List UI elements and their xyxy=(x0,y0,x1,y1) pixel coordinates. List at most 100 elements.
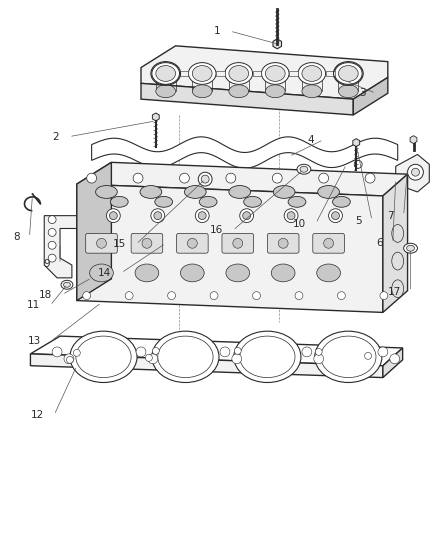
Polygon shape xyxy=(383,174,408,312)
Ellipse shape xyxy=(229,85,249,98)
Ellipse shape xyxy=(265,85,285,98)
Circle shape xyxy=(390,354,400,364)
Ellipse shape xyxy=(339,66,358,82)
Circle shape xyxy=(74,350,80,357)
Circle shape xyxy=(154,212,162,220)
Text: 4: 4 xyxy=(307,135,314,144)
Circle shape xyxy=(287,212,295,220)
Circle shape xyxy=(48,241,56,249)
Circle shape xyxy=(187,238,197,248)
Ellipse shape xyxy=(199,196,217,207)
Circle shape xyxy=(180,173,189,183)
Circle shape xyxy=(380,292,388,300)
Circle shape xyxy=(67,357,74,364)
Circle shape xyxy=(198,172,212,186)
Polygon shape xyxy=(92,137,398,168)
FancyBboxPatch shape xyxy=(267,233,299,253)
Ellipse shape xyxy=(392,280,404,297)
Circle shape xyxy=(148,354,158,364)
Circle shape xyxy=(142,238,152,248)
Circle shape xyxy=(136,347,146,357)
Polygon shape xyxy=(396,155,429,192)
Text: 5: 5 xyxy=(356,215,362,225)
Ellipse shape xyxy=(297,164,311,174)
Ellipse shape xyxy=(302,85,321,98)
Polygon shape xyxy=(410,136,417,143)
Circle shape xyxy=(314,354,324,364)
Ellipse shape xyxy=(261,62,289,84)
Circle shape xyxy=(365,173,375,183)
Circle shape xyxy=(48,216,56,223)
Text: 7: 7 xyxy=(387,211,394,221)
Circle shape xyxy=(125,292,133,300)
Circle shape xyxy=(110,212,117,220)
Text: 10: 10 xyxy=(293,219,306,229)
Text: 9: 9 xyxy=(43,259,50,269)
Polygon shape xyxy=(77,163,408,196)
Circle shape xyxy=(243,212,251,220)
Ellipse shape xyxy=(156,85,176,98)
Circle shape xyxy=(315,349,322,356)
Ellipse shape xyxy=(152,331,219,383)
Circle shape xyxy=(234,348,241,354)
Ellipse shape xyxy=(229,66,249,82)
Polygon shape xyxy=(77,163,111,301)
Ellipse shape xyxy=(135,264,159,282)
Circle shape xyxy=(106,209,120,223)
Circle shape xyxy=(48,254,56,262)
Circle shape xyxy=(96,238,106,248)
Circle shape xyxy=(272,173,282,183)
Circle shape xyxy=(220,347,230,357)
Ellipse shape xyxy=(318,185,339,198)
Ellipse shape xyxy=(271,264,295,282)
Circle shape xyxy=(226,173,236,183)
Circle shape xyxy=(232,354,242,364)
Text: 13: 13 xyxy=(28,336,41,346)
Ellipse shape xyxy=(234,331,301,383)
Ellipse shape xyxy=(404,243,417,253)
Ellipse shape xyxy=(95,185,117,198)
Ellipse shape xyxy=(229,185,251,198)
Text: 16: 16 xyxy=(210,225,223,236)
Circle shape xyxy=(354,160,362,168)
Ellipse shape xyxy=(156,66,176,82)
Circle shape xyxy=(48,229,56,237)
Circle shape xyxy=(145,354,152,361)
Text: 14: 14 xyxy=(98,268,111,278)
Circle shape xyxy=(332,212,339,220)
Circle shape xyxy=(52,347,62,357)
Ellipse shape xyxy=(315,331,382,383)
Circle shape xyxy=(328,209,343,223)
FancyBboxPatch shape xyxy=(313,233,344,253)
Polygon shape xyxy=(325,70,335,76)
Circle shape xyxy=(87,173,96,183)
Text: 3: 3 xyxy=(360,88,366,98)
Ellipse shape xyxy=(339,85,358,98)
Ellipse shape xyxy=(192,85,212,98)
Polygon shape xyxy=(273,39,282,49)
Circle shape xyxy=(302,347,312,357)
Polygon shape xyxy=(216,70,225,76)
Circle shape xyxy=(83,292,91,300)
Ellipse shape xyxy=(392,252,404,270)
Ellipse shape xyxy=(140,185,162,198)
Circle shape xyxy=(64,354,74,364)
Polygon shape xyxy=(353,139,360,147)
Polygon shape xyxy=(353,77,388,115)
Polygon shape xyxy=(30,354,383,377)
Ellipse shape xyxy=(273,185,295,198)
Circle shape xyxy=(337,292,346,300)
Polygon shape xyxy=(180,70,188,76)
Circle shape xyxy=(412,168,420,176)
Ellipse shape xyxy=(180,264,204,282)
Circle shape xyxy=(210,292,218,300)
Ellipse shape xyxy=(244,196,261,207)
Circle shape xyxy=(253,292,261,300)
Circle shape xyxy=(201,175,209,183)
Polygon shape xyxy=(253,70,261,76)
Text: 8: 8 xyxy=(13,232,20,243)
Ellipse shape xyxy=(332,196,350,207)
Ellipse shape xyxy=(288,196,306,207)
Text: 11: 11 xyxy=(27,301,40,311)
Ellipse shape xyxy=(335,62,362,84)
